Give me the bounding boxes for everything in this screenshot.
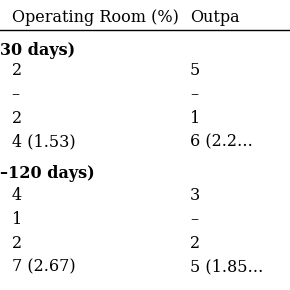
Text: 4 (1.53): 4 (1.53): [12, 134, 75, 151]
Text: 6 (2.2…: 6 (2.2…: [190, 134, 253, 151]
Text: –120 days): –120 days): [0, 165, 95, 182]
Text: Outpa: Outpa: [190, 9, 240, 26]
Text: 1: 1: [190, 110, 200, 127]
Text: Operating Room (%): Operating Room (%): [12, 9, 178, 26]
Text: 3: 3: [190, 187, 200, 204]
Text: 4: 4: [12, 187, 22, 204]
Text: 7 (2.67): 7 (2.67): [12, 258, 75, 275]
Text: 2: 2: [12, 110, 22, 127]
Text: 2: 2: [190, 235, 200, 252]
Text: 2: 2: [12, 62, 22, 79]
Text: –: –: [12, 86, 20, 103]
Text: 2: 2: [12, 235, 22, 252]
Text: 1: 1: [12, 211, 22, 228]
Text: 5 (1.85…: 5 (1.85…: [190, 258, 263, 275]
Text: –: –: [190, 86, 198, 103]
Text: 5: 5: [190, 62, 200, 79]
Text: ​30 days): ​30 days): [0, 42, 75, 59]
Text: –: –: [190, 211, 198, 228]
